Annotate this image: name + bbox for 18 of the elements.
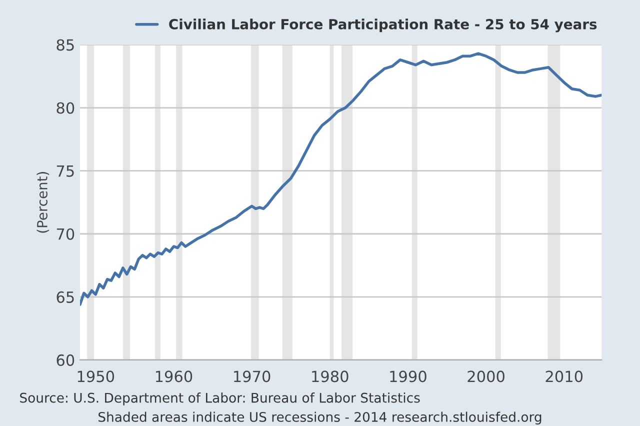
line-series [80,52,602,306]
y-tick-label: 75 [56,165,74,177]
y-tick-label: 70 [56,228,74,240]
y-tick-label: 60 [56,354,74,366]
x-tick-label: 1970 [234,370,270,382]
source-note: Source: U.S. Department of Labor: Bureau of Labor Statistics [20,392,420,406]
x-tick-label: 1980 [312,370,348,382]
x-tick-label: 1960 [156,370,192,382]
y-tick-label: 80 [56,102,74,114]
x-tick-label: 2000 [468,370,504,382]
y-tick-label: 65 [56,291,74,303]
x-tick-label: 1950 [78,370,114,382]
y-axis-title: (Percent) [36,172,50,233]
x-tick-label: 1990 [390,370,426,382]
text: Shaded areas indicate US recessions - 2014 research.stlouisfed.org [98,412,542,424]
legend-label: Civilian Labor Force Participation Rate - 25 to 54 years [169,18,597,32]
y-tick-label: 85 [56,39,74,51]
x-tick-label: 2010 [546,370,583,382]
